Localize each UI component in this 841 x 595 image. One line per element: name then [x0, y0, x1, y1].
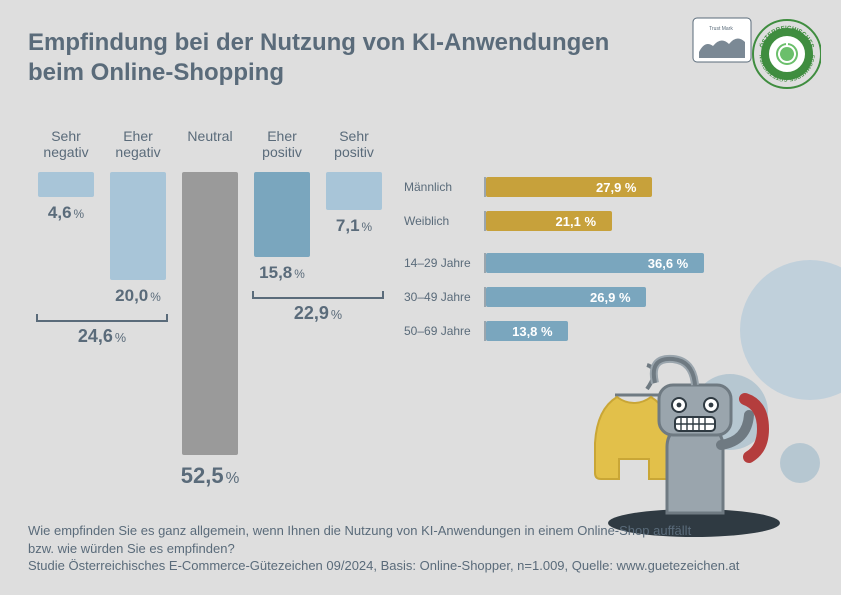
hbar-track: 26,9 % — [484, 287, 724, 307]
hbar-label: 14–29 Jahre — [404, 256, 484, 270]
hbar-row: 14–29 Jahre 36,6 % — [404, 250, 724, 276]
hbar-track: 21,1 % — [484, 211, 724, 231]
hbar-label: 50–69 Jahre — [404, 324, 484, 338]
column-value-label: 4,6% — [30, 203, 102, 223]
column-category-label: Neutral — [174, 128, 246, 172]
hbar-label: 30–49 Jahre — [404, 290, 484, 304]
hbar-row: Weiblich 21,1 % — [404, 208, 724, 234]
robot-illustration — [539, 327, 799, 537]
title-line-2: beim Online-Shopping — [28, 59, 284, 86]
hbar-row: Männlich 27,9 % — [404, 174, 724, 200]
column-value-label: 20,0% — [102, 286, 174, 306]
column-bar — [254, 172, 310, 257]
column-category-label: Sehrpositiv — [318, 128, 390, 172]
hbar-value: 26,9 % — [590, 287, 630, 307]
column-value-label: 15,8% — [246, 263, 318, 283]
column-bar — [38, 172, 94, 197]
hbar-row: 30–49 Jahre 26,9 % — [404, 284, 724, 310]
column-category-label: Ehernegativ — [102, 128, 174, 172]
column-bracket — [36, 314, 168, 322]
page-title: Empfindung bei der Nutzung von KI-Anwend… — [28, 28, 609, 88]
column-category-label: Sehrnegativ — [30, 128, 102, 172]
brand-logo: Trust Mark ÖSTERREICHISCHES ECOMMERCE-GÜ… — [691, 12, 821, 102]
hbar-value: 27,9 % — [596, 177, 636, 197]
sentiment-column-chart: SehrnegativEhernegativNeutralEherpositiv… — [30, 128, 390, 468]
hbar-track: 27,9 % — [484, 177, 724, 197]
column-bracket — [252, 291, 384, 299]
column-bracket-label: 22,9% — [252, 303, 384, 324]
column-category-label: Eherpositiv — [246, 128, 318, 172]
hbar-label: Männlich — [404, 180, 484, 194]
hbar-track: 36,6 % — [484, 253, 724, 273]
footnote-line-3: Studie Österreichisches E-Commerce-Gütez… — [28, 558, 739, 573]
demographic-bar-chart: Männlich 27,9 % Weiblich 21,1 % 14–29 Jahre 3… — [404, 174, 724, 352]
footnote-line-2: bzw. wie würden Sie es empfinden? — [28, 541, 235, 556]
svg-text:Trust Mark: Trust Mark — [709, 26, 733, 32]
footnote-line-1: Wie empfinden Sie es ganz allgemein, wen… — [28, 523, 691, 538]
column-bracket-label: 24,6% — [36, 326, 168, 347]
column-neutral-label: 52,5% — [174, 463, 246, 489]
column-value-label: 7,1% — [318, 216, 390, 236]
column-bar — [326, 172, 382, 210]
title-line-1: Empfindung bei der Nutzung von KI-Anwend… — [28, 29, 609, 56]
hbar-value: 21,1 % — [556, 211, 596, 231]
column-bar — [110, 172, 166, 280]
hbar-label: Weiblich — [404, 214, 484, 228]
column-bar — [182, 172, 238, 455]
hbar-value: 36,6 % — [648, 253, 688, 273]
column-slot — [178, 172, 242, 468]
footnote: Wie empfinden Sie es ganz allgemein, wen… — [28, 522, 813, 575]
